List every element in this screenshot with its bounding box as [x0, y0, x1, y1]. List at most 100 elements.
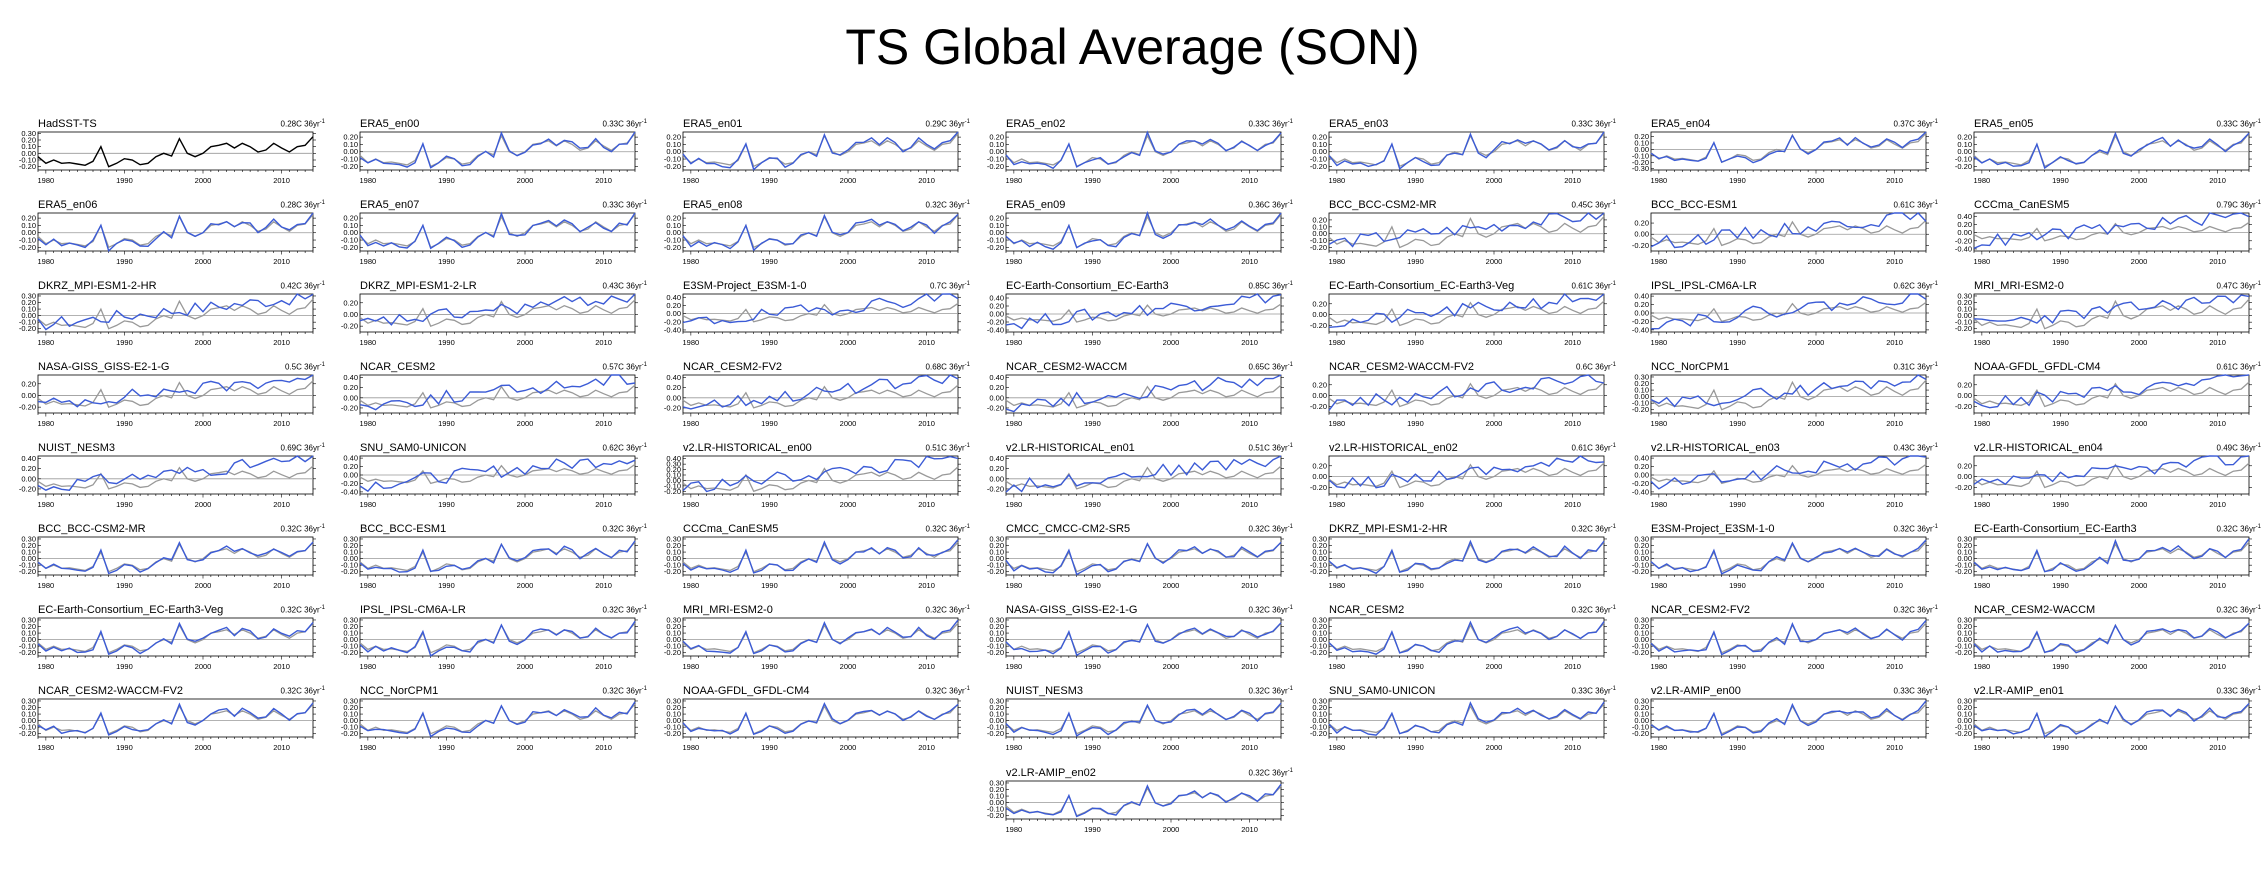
- y-tick-label: -0.10: [987, 642, 1004, 651]
- x-tick-label: 2010: [2209, 581, 2226, 590]
- x-tick-label: 2000: [2131, 257, 2148, 266]
- x-tick-label: 1990: [438, 257, 455, 266]
- panel: E3SM-Project_E3SM-1-0 0.7C 36yr-1 0.40 0.20…: [664, 280, 974, 358]
- series-line-model: [359, 131, 636, 169]
- trend-value: 0.33C 36yr: [1248, 119, 1288, 129]
- x-tick-label: 1980: [1651, 581, 1668, 590]
- series-line-model: [1973, 455, 2250, 486]
- y-tick-label: -0.10: [1632, 561, 1649, 570]
- trend-value: 0.32C 36yr: [925, 605, 965, 615]
- trend-exponent: -1: [1287, 768, 1293, 774]
- y-tick-label: 0.00: [343, 147, 358, 156]
- y-tick-label: -0.40: [1632, 487, 1649, 496]
- y-tick-label: 0.00: [989, 147, 1004, 156]
- x-tick-label: 1980: [1006, 500, 1023, 509]
- y-tick-label: 0.40: [666, 373, 681, 382]
- panel: IPSL_IPSL-CM6A-LR 0.32C 36yr-1 0.30 0.20 0.1…: [341, 604, 651, 682]
- series-line-observation: [1650, 301, 1927, 323]
- trend-value: 0.49C 36yr: [2216, 443, 2256, 453]
- x-tick-label: 2000: [517, 419, 534, 428]
- y-tick-label: 0.10: [1957, 548, 1972, 557]
- y-tick-label: 0.00: [1312, 147, 1327, 156]
- panel: ERA5_en05 0.33C 36yr-1 0.20 0.10 0.00 -0.10 -0…: [1955, 118, 2265, 196]
- y-tick-label: 0.10: [1957, 629, 1972, 638]
- trend-exponent: -1: [1287, 281, 1293, 287]
- series-line-model: [1005, 374, 1282, 413]
- y-tick-label: -0.20: [341, 567, 358, 576]
- panel: BCC_BCC-ESM1 0.32C 36yr-1 0.30 0.20 0.10 0.00…: [341, 523, 651, 601]
- y-tick-label: 0.00: [989, 474, 1004, 483]
- series-line-observation: [1650, 541, 1927, 573]
- y-tick-label: 0.10: [666, 710, 681, 719]
- y-tick-label: -0.20: [987, 729, 1004, 738]
- plot-frame: [359, 698, 636, 738]
- series-line-observation: [1328, 622, 1605, 654]
- y-tick-label: 0.00: [989, 310, 1004, 319]
- series-line-observation: [1328, 462, 1605, 489]
- plot-frame: [359, 293, 636, 333]
- panel-title: BCC_BCC-ESM1: [1651, 199, 1738, 211]
- trend-value: 0.36C 36yr: [1248, 200, 1288, 210]
- y-tick-label: -0.20: [341, 479, 358, 488]
- plot-frame: [359, 536, 636, 576]
- x-tick-label: 2000: [1163, 257, 1180, 266]
- y-tick-label: -0.20: [987, 162, 1004, 171]
- panel: ERA5_en08 0.32C 36yr-1 0.20 0.10 0.00 -0.10 -0…: [664, 199, 974, 277]
- x-tick-label: 1980: [683, 257, 700, 266]
- y-tick-label: -0.20: [1955, 483, 1972, 492]
- y-tick-label: 0.00: [666, 716, 681, 725]
- y-tick-label: 0.00: [1312, 635, 1327, 644]
- y-tick-label: 0.00: [21, 228, 36, 237]
- y-tick-label: -0.20: [664, 243, 681, 252]
- trend-value: 0.28C 36yr: [280, 200, 320, 210]
- series-line-observation: [1005, 465, 1282, 490]
- y-tick-label: 0.10: [1634, 386, 1649, 395]
- y-tick-label: 0.00: [1634, 309, 1649, 318]
- panel: ERA5_en01 0.29C 36yr-1 0.20 0.10 0.00 -0.10 -0…: [664, 118, 974, 196]
- x-tick-label: 1990: [438, 743, 455, 752]
- x-tick-label: 2010: [918, 500, 935, 509]
- y-tick-label: 0.10: [21, 629, 36, 638]
- x-tick-label: 2000: [1486, 581, 1503, 590]
- x-tick-label: 2010: [2209, 662, 2226, 671]
- y-tick-label: -0.10: [1955, 561, 1972, 570]
- trend-exponent: -1: [1932, 362, 1938, 368]
- y-tick-label: -0.20: [1955, 324, 1972, 333]
- x-tick-label: 1990: [438, 338, 455, 347]
- y-tick-label: 0.00: [1634, 554, 1649, 563]
- series-line-model: [1328, 620, 1605, 655]
- series-line-model: [1650, 539, 1927, 575]
- y-tick-label: 0.30: [989, 696, 1004, 705]
- panel-trend-label: 0.32C 36yr-1: [1894, 524, 1938, 534]
- y-tick-label: 0.40: [343, 454, 358, 463]
- trend-exponent: -1: [1932, 119, 1938, 125]
- x-tick-label: 2010: [273, 581, 290, 590]
- x-tick-label: 1980: [1974, 419, 1991, 428]
- y-tick-label: 0.00: [666, 147, 681, 156]
- x-tick-label: 2010: [595, 338, 612, 347]
- plot-frame: [1005, 536, 1282, 576]
- panel-trend-label: 0.32C 36yr-1: [1249, 686, 1293, 696]
- panel-trend-label: 0.32C 36yr-1: [1894, 605, 1938, 615]
- x-tick-label: 1990: [438, 176, 455, 185]
- y-tick-label: 0.40: [343, 373, 358, 382]
- trend-value: 0.33C 36yr: [602, 200, 642, 210]
- x-tick-label: 2010: [595, 419, 612, 428]
- y-tick-label: 0.00: [666, 554, 681, 563]
- y-tick-label: 0.40: [989, 294, 1004, 303]
- plot-frame: [1650, 374, 1927, 414]
- panel: DKRZ_MPI-ESM1-2-HR 0.32C 36yr-1 0.30 0.20 0.…: [1310, 523, 1620, 601]
- series-line-model: [37, 621, 314, 656]
- y-tick-label: 0.20: [989, 785, 1004, 794]
- series-line-model: [1973, 131, 2250, 170]
- panel-title: NOAA-GFDL_GFDL-CM4: [1974, 361, 2101, 373]
- y-tick-label: -0.20: [664, 648, 681, 657]
- x-tick-label: 2000: [1163, 419, 1180, 428]
- panel-title: v2.LR-HISTORICAL_en02: [1329, 442, 1458, 454]
- panel: v2.LR-AMIP_en00 0.33C 36yr-1 0.30 0.20 0.10 0…: [1632, 685, 1942, 763]
